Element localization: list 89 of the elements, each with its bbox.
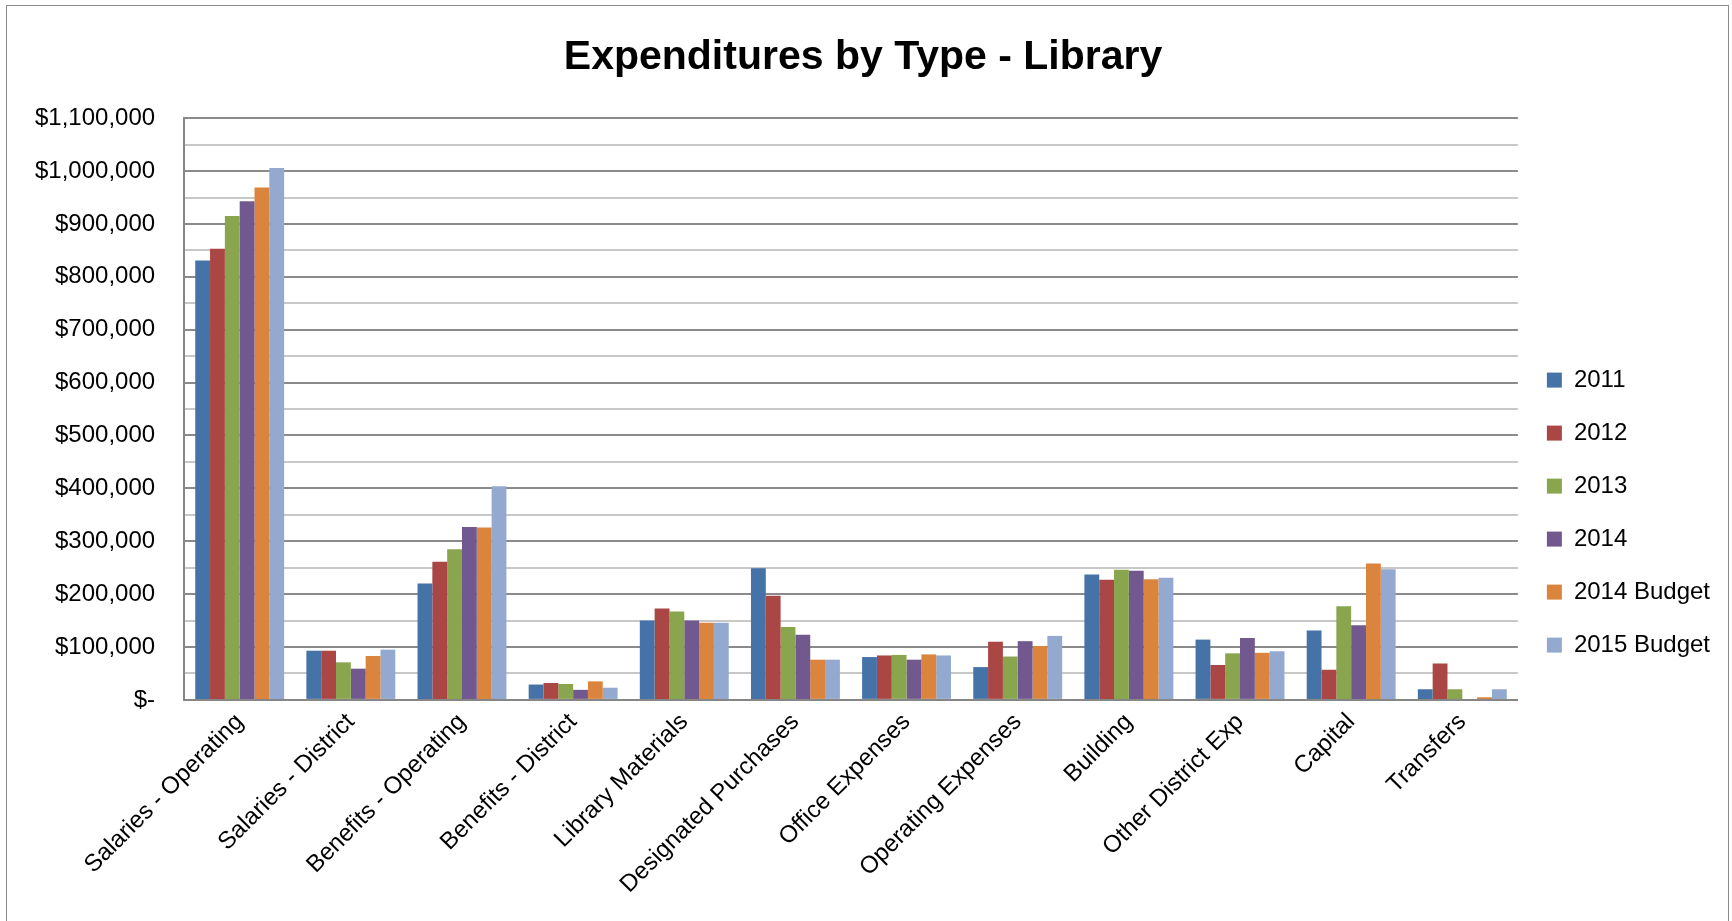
- bar: [336, 662, 351, 699]
- bar: [1195, 639, 1211, 699]
- y-tick-label: $200,000: [55, 578, 156, 606]
- bar: [269, 167, 285, 699]
- bar: [365, 656, 381, 699]
- bar: [602, 687, 618, 699]
- bar: [543, 682, 559, 699]
- legend-label: 2015 Budget: [1573, 629, 1711, 657]
- bar: [1032, 645, 1048, 699]
- bar: [1099, 579, 1115, 699]
- bar: [254, 187, 270, 699]
- y-tick-label: $600,000: [55, 367, 156, 395]
- bar: [936, 655, 952, 699]
- bar: [380, 649, 396, 699]
- y-tick-label: $300,000: [55, 525, 156, 553]
- bar: [862, 657, 877, 699]
- bar: [587, 681, 603, 699]
- legend-label: 2013: [1573, 470, 1628, 498]
- bar: [1321, 669, 1337, 699]
- bar: [1351, 625, 1366, 699]
- bar: [461, 526, 477, 699]
- bar: [1210, 664, 1226, 699]
- bar: [1491, 689, 1507, 699]
- bar: [684, 620, 700, 699]
- bar: [876, 655, 892, 699]
- legend-label: 2012: [1573, 417, 1628, 445]
- bar: [765, 595, 781, 699]
- bar: [417, 583, 433, 699]
- bar: [1143, 579, 1159, 699]
- bar: [988, 641, 1003, 699]
- bar: [476, 527, 492, 699]
- bar: [350, 668, 366, 699]
- legend-label: 2014: [1573, 523, 1628, 551]
- y-tick-label: $100,000: [55, 631, 156, 659]
- bar: [921, 654, 937, 699]
- y-tick-label: $500,000: [55, 420, 156, 448]
- bar: [210, 248, 225, 699]
- bar: [1417, 689, 1433, 699]
- bar: [1365, 563, 1381, 699]
- bar: [906, 659, 922, 699]
- bar: [1254, 652, 1270, 699]
- y-tick-label: $1,000,000: [34, 155, 156, 183]
- bar: [750, 568, 766, 699]
- bar: [1447, 689, 1463, 699]
- bar: [699, 622, 714, 699]
- bar: [891, 654, 907, 699]
- bar: [491, 486, 507, 699]
- bar: [447, 549, 462, 699]
- bar: [810, 659, 826, 699]
- bar: [1380, 569, 1396, 699]
- bar: [669, 611, 685, 699]
- bar: [528, 684, 544, 699]
- bar: [1158, 577, 1174, 699]
- bar: [713, 622, 729, 699]
- bar: [795, 634, 811, 699]
- bar: [239, 201, 255, 699]
- bar: [195, 260, 211, 699]
- bar: [1017, 641, 1033, 699]
- bar: [558, 684, 574, 699]
- bar: [1336, 606, 1352, 699]
- y-tick-label: $1,100,000: [34, 102, 156, 130]
- y-tick-label: $700,000: [55, 314, 156, 342]
- bar: [825, 659, 840, 699]
- chart-title: Expenditures by Type - Library: [563, 31, 1163, 78]
- bar: [654, 608, 670, 699]
- bar: [1114, 569, 1129, 699]
- bar: [432, 561, 448, 699]
- bar: [224, 216, 240, 699]
- y-tick-label: $400,000: [55, 472, 156, 500]
- bar: [1002, 656, 1018, 699]
- y-tick-label: $900,000: [55, 208, 156, 236]
- bar: [1240, 638, 1255, 699]
- bar: [1432, 663, 1448, 699]
- bar: [780, 626, 796, 699]
- bar: [321, 650, 337, 699]
- bar: [973, 667, 989, 699]
- bar: [1047, 635, 1063, 699]
- bar: [639, 620, 655, 699]
- legend-label: 2011: [1573, 364, 1626, 392]
- bar: [1306, 630, 1322, 699]
- bar: [1084, 574, 1100, 699]
- bar: [1225, 653, 1241, 699]
- y-tick-label: $-: [133, 684, 156, 712]
- bar: [306, 650, 322, 699]
- bar: [1128, 570, 1144, 699]
- y-tick-label: $800,000: [55, 261, 156, 289]
- bar: [573, 689, 588, 699]
- legend-label: 2014 Budget: [1573, 576, 1711, 604]
- bar: [1269, 651, 1285, 699]
